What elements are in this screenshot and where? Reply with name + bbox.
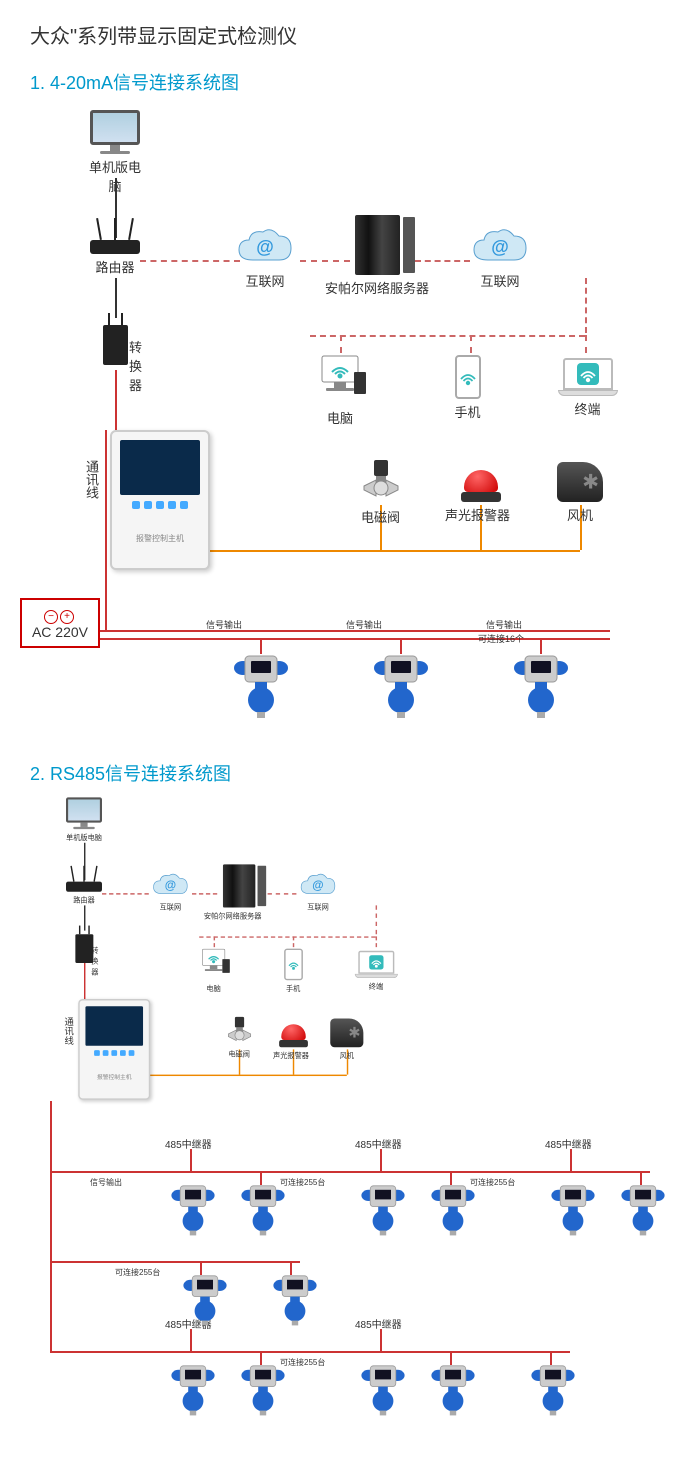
- internet1-node: @ 互联网: [230, 228, 300, 290]
- sig-out-2: 信号输出: [346, 618, 382, 631]
- sig-out-3: 信号输出: [486, 618, 522, 631]
- diagram-4-20ma: 单机版电脑 路由器 @ 互联网 安帕尔网络服务器 @ 互联网 转换器 电脑 手机…: [30, 110, 670, 730]
- d2-det-r3-4: [420, 1361, 485, 1417]
- d2-server-node: 安帕尔网络服务器: [216, 864, 263, 920]
- d2-terminal-label: 终端: [353, 980, 400, 991]
- repeater-5: 485中继器: [355, 1316, 402, 1331]
- router-label: 路由器: [85, 257, 145, 276]
- section2-heading: 2. RS485信号连接系统图: [30, 760, 670, 786]
- d2-det-r1-2: [230, 1181, 295, 1237]
- pc2-node: 电脑: [305, 352, 375, 427]
- svg-text:@: @: [165, 879, 176, 892]
- internet1-label: 互联网: [230, 271, 300, 290]
- d2-det-r3-2: [230, 1361, 295, 1417]
- internet2-node: @ 互联网: [465, 228, 535, 290]
- d2-alarm-label: 声光报警器: [269, 1049, 313, 1060]
- d2-pc-label: 单机版电脑: [62, 831, 105, 842]
- d2-fan-label: 风机: [325, 1049, 368, 1060]
- power-label: AC 220V: [32, 624, 88, 640]
- d2-valve-node: 电磁阀: [219, 1016, 259, 1059]
- valve-label: 电磁阀: [353, 507, 408, 526]
- d2-alarm-node: 声光报警器: [273, 1024, 313, 1060]
- svg-text:@: @: [256, 237, 274, 257]
- commline-label: 通讯线: [82, 460, 101, 499]
- d2-commline-label: 通讯线: [62, 1017, 76, 1045]
- d2-pc-node: 单机版电脑: [62, 797, 105, 833]
- d2-internet1-node: @ 互联网: [145, 873, 195, 912]
- d2-det-r3-3: [350, 1361, 415, 1417]
- power-node: −+ AC 220V: [20, 598, 100, 648]
- repeater-1: 485中继器: [165, 1136, 212, 1151]
- d2-valve-label: 电磁阀: [219, 1048, 259, 1059]
- fan-node: ✱ 风机: [550, 462, 610, 524]
- diagram-rs485: 单机版电脑 路由器 @ 互联网 安帕尔网络服务器 @ 互联网 转换器 电脑 手机: [30, 801, 670, 1431]
- repeater-3: 485中继器: [545, 1136, 592, 1151]
- alarm-node: 声光报警器: [453, 470, 508, 524]
- d2-fan-node: ✱ 风机: [325, 1018, 368, 1060]
- d2-det-r1-4: [420, 1181, 485, 1237]
- detector-1: 信号输出: [228, 650, 293, 720]
- panel-node: 报警控制主机: [105, 430, 215, 570]
- server-node: 安帕尔网络服务器: [345, 215, 410, 297]
- detector-3: 信号输出 可连接16个: [508, 650, 573, 720]
- d2-det-r2-1: [172, 1271, 237, 1327]
- d2-phone-label: 手机: [281, 982, 306, 993]
- d2-host-label: 报警控制主机: [80, 1073, 149, 1081]
- c255-3: 可连接255台: [115, 1267, 160, 1278]
- terminal-label: 终端: [555, 399, 620, 418]
- page-title: 大众"系列带显示固定式检测仪: [30, 20, 670, 49]
- d2-det-r1-1: [160, 1181, 225, 1237]
- d2-det-r3-1: [160, 1361, 225, 1417]
- internet2-label: 互联网: [465, 271, 535, 290]
- valve-node: 电磁阀: [353, 458, 408, 526]
- d2-internet2-node: @ 互联网: [293, 873, 343, 912]
- d2-server-label: 安帕尔网络服务器: [203, 910, 263, 921]
- d2-internet2-label: 互联网: [293, 901, 343, 912]
- router-node: 路由器: [85, 240, 145, 276]
- d2-pc2-label: 电脑: [192, 982, 235, 993]
- detector-2: 信号输出: [368, 650, 433, 720]
- d2-router-label: 路由器: [62, 894, 105, 905]
- d2-converter-node: 转换器: [70, 934, 99, 976]
- fan-label: 风机: [550, 505, 610, 524]
- d2-det-r1-6: [610, 1181, 675, 1237]
- d2-det-r1-3: [350, 1181, 415, 1237]
- connect16-label: 可连接16个: [478, 632, 524, 645]
- svg-text:@: @: [312, 879, 323, 892]
- d2-internet1-label: 互联网: [145, 901, 195, 912]
- d2-det-r3-5: [520, 1361, 585, 1417]
- sig-out-1: 信号输出: [206, 618, 242, 631]
- d2-terminal-node: 终端: [353, 951, 400, 991]
- pc-node: 单机版电脑: [85, 110, 145, 160]
- pc2-label: 电脑: [305, 408, 375, 427]
- converter-label: 转换器: [129, 337, 135, 394]
- svg-text:@: @: [491, 237, 509, 257]
- d2-det-r1-5: [540, 1181, 605, 1237]
- d2-pc2-node: 电脑: [192, 946, 235, 993]
- host-label: 报警控制主机: [112, 533, 208, 544]
- phone-node: 手机: [450, 355, 485, 421]
- d2-sig-out: 信号输出: [90, 1177, 122, 1188]
- converter-node: 转换器: [95, 325, 135, 394]
- pc-label: 单机版电脑: [85, 157, 145, 195]
- terminal-node: 终端: [555, 358, 620, 418]
- repeater-2: 485中继器: [355, 1136, 402, 1151]
- server-label: 安帕尔网络服务器: [325, 278, 410, 297]
- section1-heading: 1. 4-20mA信号连接系统图: [30, 69, 670, 95]
- d2-router-node: 路由器: [62, 882, 105, 905]
- d2-phone-node: 手机: [281, 949, 306, 994]
- d2-det-r2-2: [262, 1271, 327, 1327]
- alarm-label: 声光报警器: [445, 505, 508, 524]
- phone-label: 手机: [450, 402, 485, 421]
- d2-panel-node: 报警控制主机: [75, 999, 154, 1100]
